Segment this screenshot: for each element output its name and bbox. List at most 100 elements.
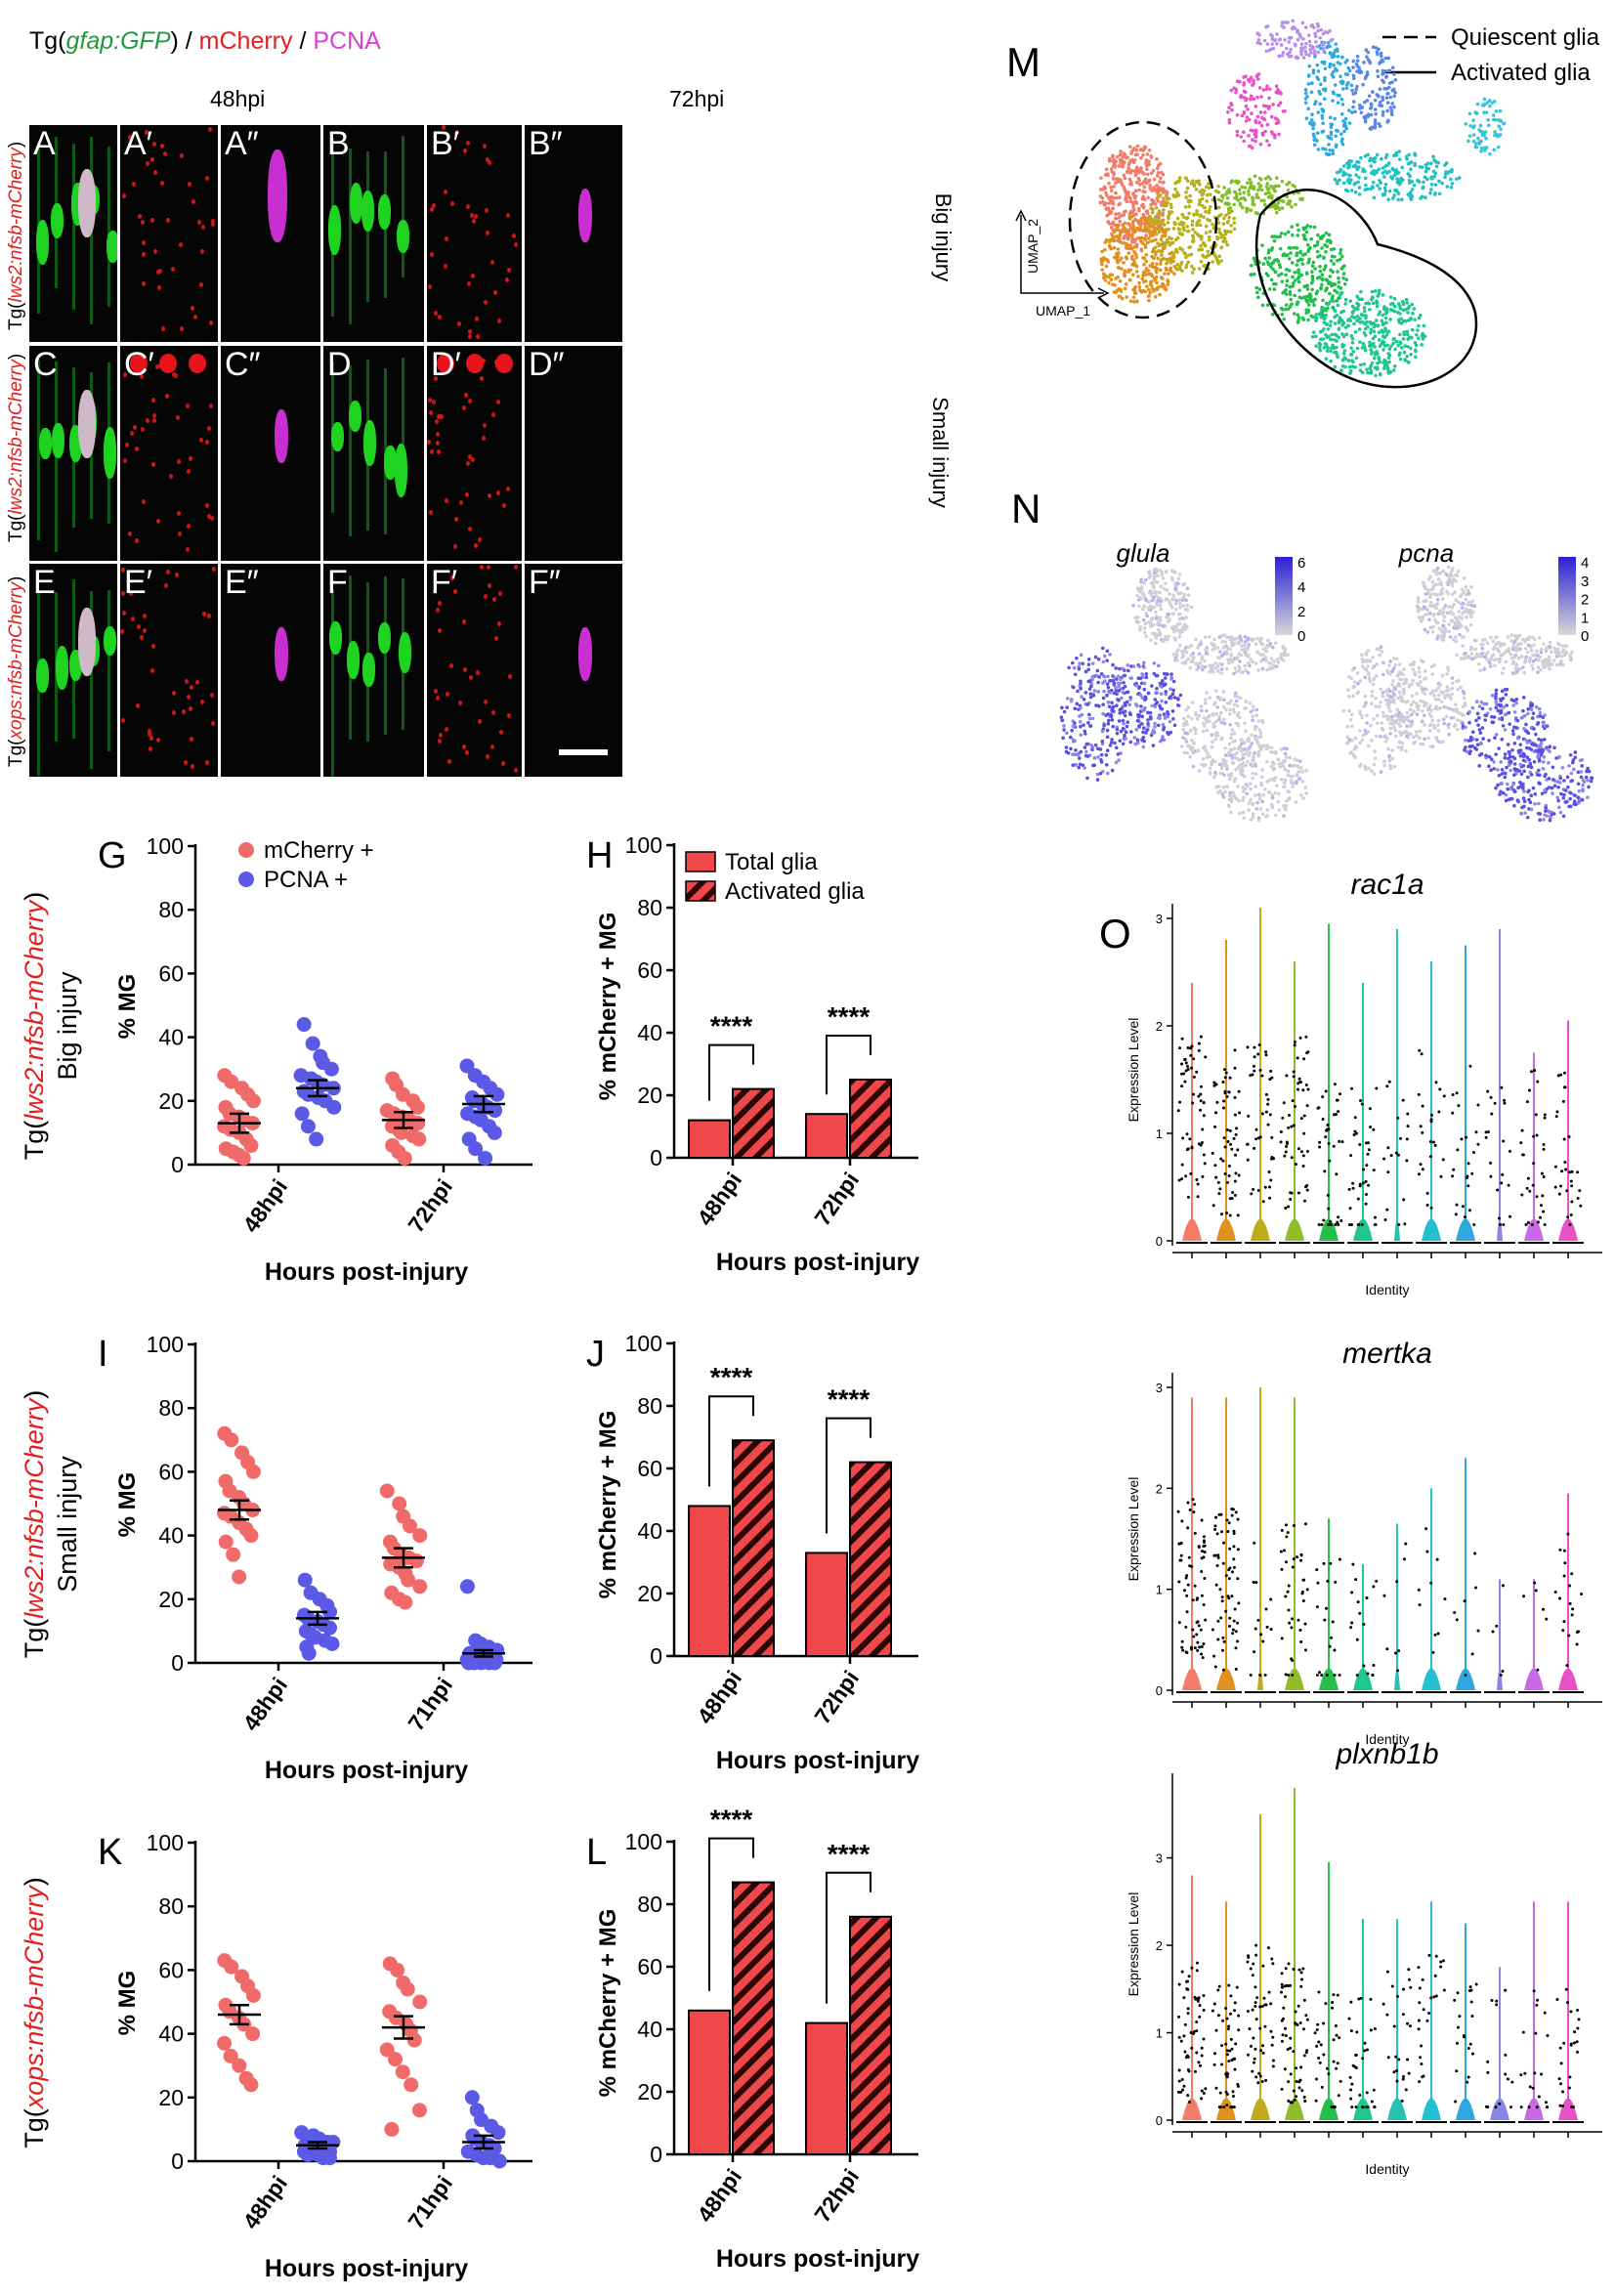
umap-cell <box>1436 160 1441 165</box>
feature-cell <box>1303 786 1308 789</box>
feature-cell <box>1370 689 1375 694</box>
umap-cell <box>1204 231 1209 234</box>
feature-cell <box>1138 693 1143 698</box>
umap-cell <box>1329 137 1334 141</box>
feature-cell <box>1065 731 1069 736</box>
umap-cell <box>1134 201 1139 205</box>
feature-cell <box>1134 727 1139 732</box>
mcherry-dot <box>490 412 495 418</box>
mcherry-dot <box>468 674 473 680</box>
data-point <box>226 1547 241 1562</box>
pcna-cell <box>578 627 592 681</box>
feature-cell <box>1159 584 1164 588</box>
feature-cell <box>1211 648 1214 652</box>
panel-label: K <box>98 1832 122 1873</box>
umap-cell <box>1355 55 1360 59</box>
feature-cell <box>1351 753 1356 757</box>
feature-cell <box>1101 711 1105 716</box>
umap-cell <box>1126 166 1131 171</box>
feature-cell <box>1148 574 1153 577</box>
umap-cell <box>1318 342 1323 347</box>
feature-cell <box>1238 659 1242 663</box>
feature-cell <box>1105 735 1110 740</box>
umap-cell <box>1233 180 1238 184</box>
feature-cell <box>1147 591 1152 595</box>
umap-cell <box>1420 343 1424 347</box>
umap-cell <box>1332 51 1337 56</box>
umap-cell <box>1146 269 1151 273</box>
umap-cell <box>1475 102 1480 106</box>
umap-cell <box>1324 151 1329 156</box>
mcherry-dot <box>143 613 148 618</box>
umap-cell <box>1158 186 1162 190</box>
umap-cell <box>1407 152 1411 157</box>
umap-cell <box>1175 263 1179 267</box>
mcherry-dot <box>468 333 473 339</box>
chart-j: J% mCherry + MG02040608010048hpi****72hp… <box>586 1331 919 1774</box>
feature-cell <box>1393 663 1398 667</box>
feature-cell <box>1154 610 1158 615</box>
umap-cell <box>1148 264 1153 268</box>
feature-cell <box>1247 808 1251 812</box>
umap-cell <box>1349 189 1354 192</box>
umap-cell <box>1333 288 1337 293</box>
umap-cell <box>1107 280 1111 285</box>
feature-cell <box>1244 640 1248 644</box>
umap-cell <box>1408 346 1413 351</box>
umap-cell <box>1122 261 1126 265</box>
feature-cell <box>1158 603 1163 608</box>
umap-cell <box>1175 191 1179 194</box>
y-axis-label: % mCherry + MG <box>595 1411 621 1599</box>
legend-marker <box>685 851 716 872</box>
feature-cell <box>1358 764 1362 769</box>
umap-cell <box>1383 316 1388 320</box>
feature-cell <box>1178 630 1182 635</box>
umap-cell <box>1264 49 1269 54</box>
feature-cell <box>1282 746 1286 750</box>
umap-cell <box>1340 358 1345 362</box>
feature-cell <box>1096 657 1101 661</box>
data-point <box>301 1645 317 1661</box>
feature-cell <box>1223 640 1228 644</box>
umap-cell <box>1386 352 1390 356</box>
merged-cell <box>78 390 96 458</box>
data-point <box>218 1534 234 1550</box>
umap-cell <box>1393 90 1397 95</box>
umap-cell <box>1207 234 1211 239</box>
feature-cell <box>1254 772 1258 777</box>
umap-cell <box>1123 272 1126 276</box>
umap-cell <box>1107 195 1111 200</box>
data-point <box>217 2035 233 2051</box>
umap-cell <box>1141 194 1146 199</box>
umap-cell <box>1125 229 1128 234</box>
umap-cell <box>1365 367 1369 371</box>
color-scale-label: 0 <box>1297 628 1305 645</box>
umap-cell <box>1353 329 1358 334</box>
umap-cell <box>1368 330 1373 335</box>
umap-cell <box>1172 222 1177 226</box>
mcherry-dot <box>486 753 490 759</box>
feature-cell <box>1121 718 1126 723</box>
mcherry-dot <box>174 573 179 578</box>
umap-cell <box>1283 108 1287 113</box>
feature-cell <box>1182 592 1187 597</box>
mcherry-dot <box>163 151 168 157</box>
feature-cell <box>1373 749 1377 754</box>
gfp-cell <box>383 446 397 480</box>
umap-cell <box>1130 221 1135 225</box>
feature-cell <box>1121 666 1125 671</box>
feature-cell <box>1144 731 1148 735</box>
feature-cell <box>1085 702 1089 706</box>
feature-cell <box>1232 779 1236 784</box>
mcherry-dot <box>485 157 489 163</box>
umap-cell <box>1352 100 1356 104</box>
umap-cell <box>1252 97 1256 102</box>
umap-cell <box>1402 330 1406 334</box>
feature-cell <box>1217 717 1221 722</box>
umap-cell <box>1405 354 1410 359</box>
mcherry-dot <box>466 141 471 147</box>
feature-cell <box>1117 719 1122 723</box>
feature-cell <box>1383 740 1388 744</box>
feature-cell <box>1072 665 1077 670</box>
feature-cell <box>1269 745 1274 750</box>
